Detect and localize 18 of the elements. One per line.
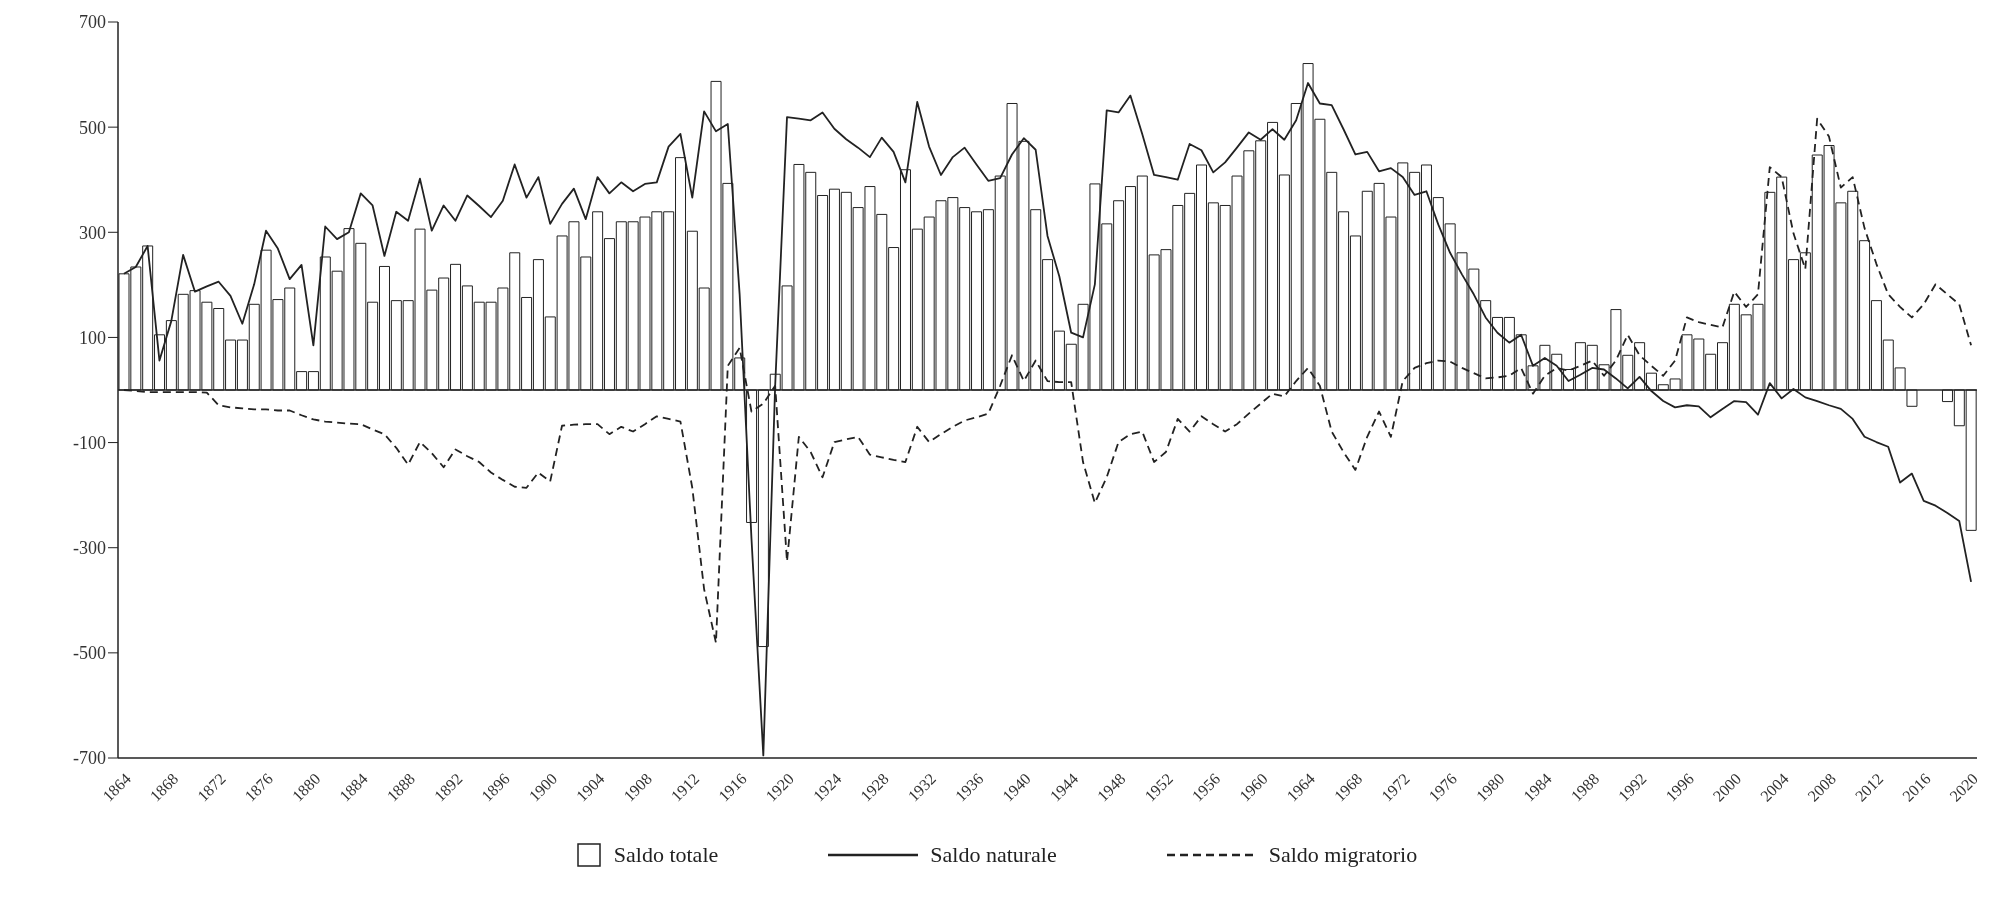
y-tick-label: -700 — [73, 748, 106, 769]
x-tick-label: 1872 — [194, 770, 229, 805]
y-tick-label: -500 — [73, 643, 106, 664]
x-tick-label: 1928 — [857, 770, 892, 805]
y-tick-label: 500 — [79, 117, 106, 138]
x-tick-label: 1884 — [336, 770, 371, 805]
y-tick-label: 100 — [79, 327, 106, 348]
legend-label: Saldo naturale — [930, 842, 1057, 868]
y-tick-label: 700 — [79, 12, 106, 33]
y-tick-label: -300 — [73, 538, 106, 559]
y-tick-label: -100 — [73, 432, 106, 453]
legend-label: Saldo totale — [613, 842, 719, 868]
x-tick-label: 1984 — [1520, 770, 1555, 805]
y-tick-label: 300 — [79, 222, 106, 243]
x-tick-label: 1960 — [1236, 770, 1271, 805]
x-tick-label: 1940 — [999, 770, 1034, 805]
x-tick-label: 1972 — [1378, 770, 1413, 805]
legend-label: Saldo migratorio — [1268, 842, 1418, 868]
